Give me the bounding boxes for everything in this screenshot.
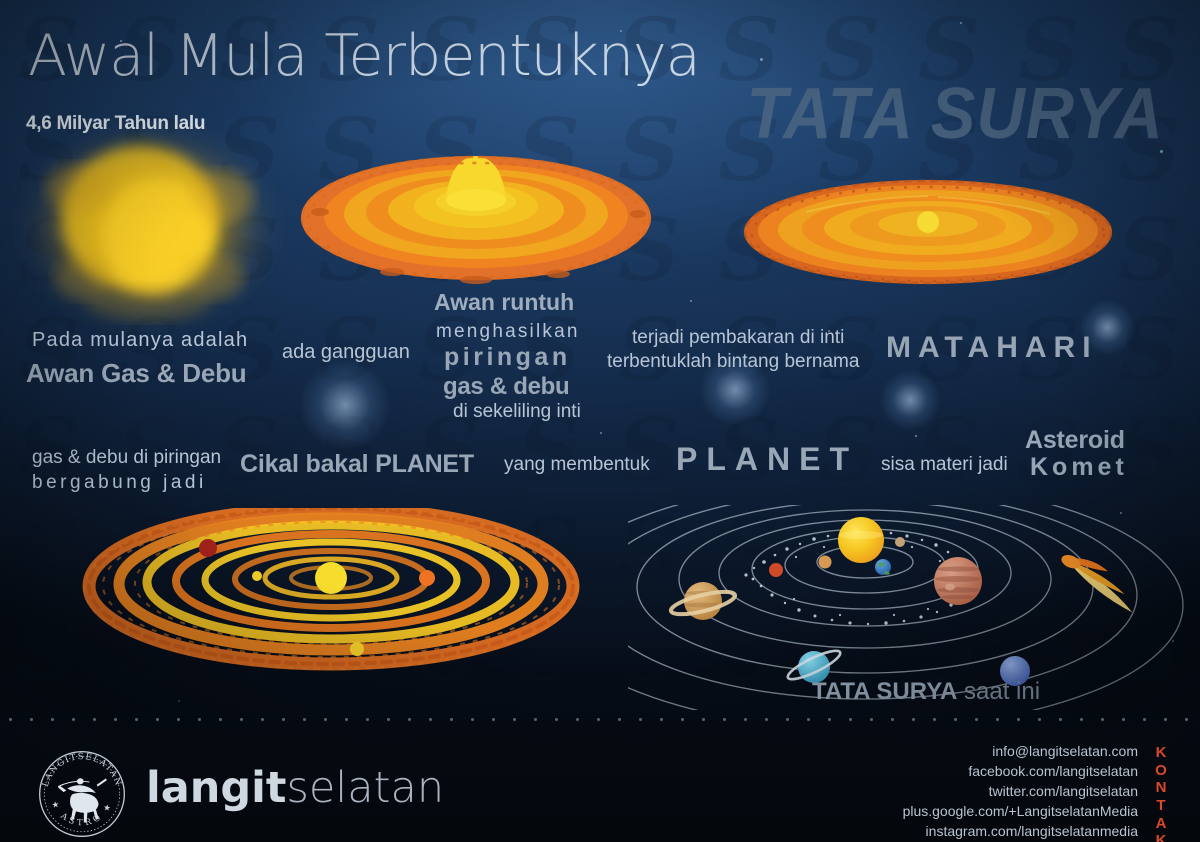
caption-cloud-line1: Pada mulanya adalah bbox=[32, 329, 249, 351]
kontak-letter: A bbox=[1155, 814, 1169, 832]
caption-forming: yang membentuk bbox=[504, 454, 650, 475]
footer-band bbox=[0, 717, 1200, 842]
page-title: Awal Mula Terbentuknya bbox=[28, 23, 701, 89]
kontak-letter: N bbox=[1155, 779, 1169, 797]
caption-disturbance: ada gangguan bbox=[282, 341, 410, 363]
kontak-letter: K bbox=[1155, 832, 1169, 842]
label-komet: Komet bbox=[1030, 453, 1128, 481]
brand-wordmark: langitselatan bbox=[146, 763, 444, 813]
brand-bold: langit bbox=[146, 763, 287, 813]
caption-burning-line1: terjadi pembakaran di inti bbox=[632, 327, 845, 348]
caption-collapse-line2: menghasilkan bbox=[436, 321, 580, 342]
caption-collapse-line5: di sekeliling inti bbox=[453, 401, 581, 422]
label-matahari: MATAHARI bbox=[886, 331, 1098, 364]
contact-facebook[interactable]: facebook.com/langitselatan bbox=[968, 762, 1138, 779]
contact-list: info@langitselatan.com facebook.com/lang… bbox=[903, 742, 1138, 841]
label-current-light: saat ini bbox=[957, 678, 1041, 705]
caption-protoplanet: Cikal bakal PLANET bbox=[240, 450, 474, 478]
caption-planetesimal-line1: gas & debu di piringan bbox=[32, 447, 222, 468]
caption-cloud-line2: Awan Gas & Debu bbox=[26, 358, 247, 388]
label-current-strong: TATA SURYA bbox=[812, 678, 958, 705]
protostar-disk-graphic bbox=[742, 172, 1114, 290]
langitselatan-seal-logo: LANGITSELATAN ★ ASTRO ★ bbox=[36, 748, 128, 840]
contact-googleplus[interactable]: plus.google.com/+LangitselatanMedia bbox=[902, 802, 1138, 819]
caption-collapse-line3: piringan bbox=[444, 343, 571, 371]
label-planet: PLANET bbox=[676, 441, 858, 477]
caption-planetesimal-line2: bergabung jadi bbox=[32, 472, 207, 493]
footer-divider bbox=[0, 718, 1200, 721]
caption-burning-line2: terbentuklah bintang bernama bbox=[607, 351, 860, 372]
big-title: TATA SURYA bbox=[746, 74, 1164, 154]
caption-collapse-line1: Awan runtuh bbox=[434, 289, 575, 315]
contact-email[interactable]: info@langitselatan.com bbox=[992, 743, 1138, 759]
gas-cloud-graphic bbox=[8, 118, 288, 333]
page-subtitle: 4,6 Milyar Tahun lalu bbox=[26, 113, 206, 134]
brand-light: selatan bbox=[286, 763, 445, 813]
label-asteroid: Asteroid bbox=[1025, 426, 1125, 454]
collapsing-disk-graphic bbox=[300, 142, 652, 292]
label-current-solar-system: TATA SURYA saat ini bbox=[812, 680, 1040, 704]
kontak-letter: T bbox=[1156, 797, 1168, 815]
kontak-letter: O bbox=[1155, 761, 1169, 779]
kontak-letter: K bbox=[1155, 744, 1169, 761]
contact-instagram[interactable]: instagram.com/langitselatanmedia bbox=[925, 822, 1138, 839]
caption-collapse-line4: gas & debu bbox=[443, 373, 570, 400]
protoplanetary-rings-graphic bbox=[80, 501, 582, 690]
caption-leftover: sisa materi jadi bbox=[881, 454, 1008, 475]
contact-twitter[interactable]: twitter.com/langitselatan bbox=[988, 782, 1138, 799]
